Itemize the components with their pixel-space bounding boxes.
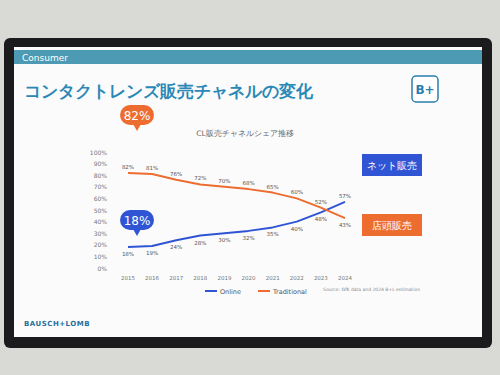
annotation-pointer (133, 124, 141, 131)
data-label: 60% (291, 189, 303, 195)
y-tick-label: 60% (94, 195, 108, 202)
x-tick-label: 2020 (242, 275, 256, 281)
x-tick-label: 2017 (169, 275, 183, 281)
annotation-box (362, 154, 422, 176)
data-label: 76% (170, 171, 182, 177)
data-label: 18% (122, 251, 134, 257)
annotation: 店頭販売 (372, 220, 412, 231)
data-label: 24% (170, 244, 182, 250)
y-tick-label: 0% (97, 265, 107, 272)
screen (14, 47, 482, 337)
annotation-pointer (133, 229, 141, 236)
y-tick-label: 20% (94, 241, 108, 248)
x-tick-label: 2015 (121, 275, 135, 281)
y-tick-label: 40% (94, 218, 108, 225)
x-tick-label: 2021 (266, 275, 280, 281)
y-tick-label: 10% (94, 253, 108, 260)
data-label: 70% (218, 178, 230, 184)
y-tick-label: 90% (94, 160, 108, 167)
y-tick-label: 100% (90, 149, 107, 156)
monitor-bezel (4, 38, 492, 348)
subtitle: CL販売チャネルシェア推移 (196, 129, 293, 138)
series-line (128, 202, 345, 247)
data-label: 65% (267, 184, 279, 190)
data-label: 43% (339, 222, 351, 228)
brand: BAUSCH+LOMB (24, 320, 90, 328)
series-line (128, 173, 345, 218)
data-label: 30% (218, 237, 230, 243)
y-tick-label: 70% (94, 183, 108, 190)
data-label: 28% (194, 240, 206, 246)
y-tick-label: 80% (94, 172, 108, 179)
annotation-box (362, 214, 422, 236)
y-tick-label: 30% (94, 230, 108, 237)
data-label: 48% (315, 216, 327, 222)
data-label: 40% (291, 226, 303, 232)
data-label: 57% (339, 193, 351, 199)
plot-marks (128, 173, 345, 247)
x-tick-label: 2019 (217, 275, 231, 281)
section-band (14, 50, 482, 64)
section-label: Consumer (22, 53, 68, 63)
data-label: 81% (146, 165, 158, 171)
legend-label: Traditional (272, 288, 307, 296)
annotation: 18% (124, 214, 151, 228)
x-tick-label: 2022 (290, 275, 304, 281)
data-label: 19% (146, 250, 158, 256)
x-tick-label: 2016 (145, 275, 159, 281)
data-label: 32% (242, 235, 254, 241)
slide-photo: Consumer コンタクトレンズ販売チャネルの変化 B+ CL販売チャネルシェア推移… (0, 0, 500, 375)
title: コンタクトレンズ販売チャネルの変化 (24, 82, 314, 101)
legend-label: Online (220, 288, 241, 296)
logo: B+ (415, 83, 434, 97)
annotation: 82% (124, 109, 151, 123)
y-tick-label: 50% (94, 207, 108, 214)
legend-swatch (258, 290, 270, 292)
x-tick-label: 2024 (338, 275, 352, 281)
source: Source: GfK data and 2024 B+L estimation (323, 287, 420, 292)
annotation-bubble (120, 210, 154, 230)
data-label: 82% (122, 164, 134, 170)
data-label: 35% (267, 231, 279, 237)
logo-box (412, 76, 438, 102)
data-label: 68% (242, 180, 254, 186)
x-tick-label: 2018 (193, 275, 207, 281)
legend-swatch (205, 290, 217, 292)
annotation-bubble (120, 105, 154, 125)
x-tick-label: 2023 (314, 275, 328, 281)
data-label: 72% (194, 175, 206, 181)
annotation: ネット販売 (367, 160, 417, 171)
data-label: 52% (315, 199, 327, 205)
